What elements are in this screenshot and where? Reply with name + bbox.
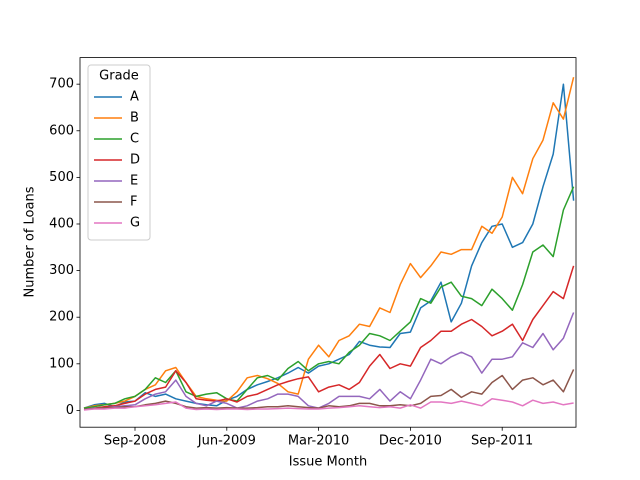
series-line <box>83 369 575 411</box>
series-line <box>83 77 575 409</box>
legend-label: C <box>130 132 139 147</box>
y-axis-label: Number of Loans <box>23 186 38 297</box>
x-tick-label: Sep-2011 <box>471 434 533 449</box>
series-line <box>83 398 574 411</box>
series-line <box>83 265 575 411</box>
x-tick-label: Dec-2010 <box>379 434 442 449</box>
legend-label: E <box>130 174 138 189</box>
series-line <box>83 312 575 411</box>
x-tick-label: Jun-2009 <box>197 434 256 449</box>
legend-label: D <box>130 153 140 168</box>
y-tick-label: 500 <box>49 170 74 185</box>
legend-title: Grade <box>99 69 139 84</box>
series-line <box>83 186 575 409</box>
legend-label: A <box>130 90 139 105</box>
legend-label: G <box>130 216 140 231</box>
y-tick-label: 200 <box>49 310 74 325</box>
legend-label: B <box>130 111 139 126</box>
y-tick-label: 400 <box>49 216 74 231</box>
series-line <box>83 83 575 409</box>
y-tick-label: 300 <box>49 263 74 278</box>
y-tick-label: 700 <box>49 77 74 92</box>
x-axis-label: Issue Month <box>289 455 368 470</box>
y-tick-label: 0 <box>66 403 74 418</box>
y-tick-label: 600 <box>49 123 74 138</box>
y-tick-label: 100 <box>49 356 74 371</box>
legend-label: F <box>130 195 137 210</box>
plot-frame <box>79 57 577 428</box>
x-tick-label: Mar-2010 <box>288 434 349 449</box>
legend-box <box>87 64 151 241</box>
x-tick-label: Sep-2008 <box>104 434 166 449</box>
